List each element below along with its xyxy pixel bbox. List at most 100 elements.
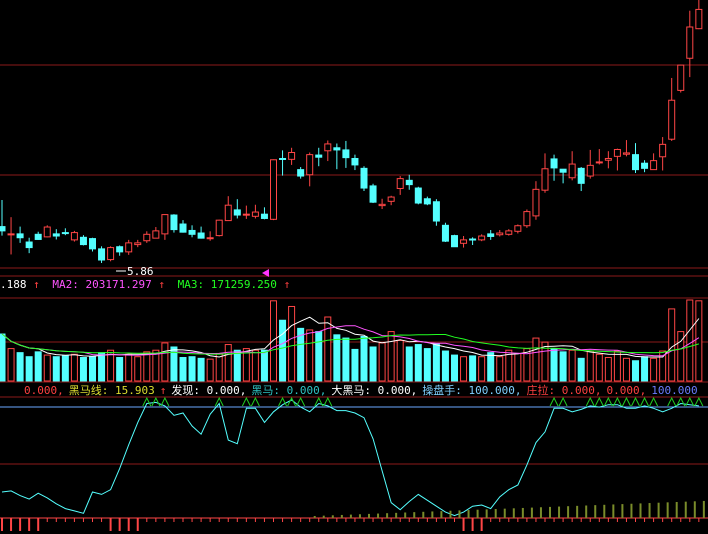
volume-bar[interactable] [170, 346, 178, 382]
candle[interactable] [89, 238, 96, 250]
candle[interactable] [288, 151, 296, 160]
candle[interactable] [523, 211, 531, 227]
candle[interactable] [25, 241, 33, 249]
candle[interactable] [279, 157, 287, 160]
volume-bar[interactable] [405, 346, 413, 382]
volume-bar[interactable] [233, 349, 241, 382]
volume-bar[interactable] [79, 357, 87, 382]
volume-bar[interactable] [288, 305, 296, 382]
volume-bar[interactable] [242, 348, 250, 382]
volume-bar[interactable] [333, 334, 341, 382]
volume-bar[interactable] [34, 351, 42, 382]
volume-bar[interactable] [188, 356, 196, 382]
candle[interactable] [695, 8, 703, 30]
volume-bar[interactable] [143, 351, 151, 382]
volume-bar[interactable] [152, 349, 160, 382]
volume-bar[interactable] [595, 353, 603, 382]
candle[interactable] [677, 64, 685, 91]
candle[interactable] [586, 164, 594, 177]
volume-bar[interactable] [197, 357, 205, 382]
candle[interactable] [333, 147, 341, 151]
candle[interactable] [260, 213, 268, 219]
candle[interactable] [595, 161, 603, 164]
volume-bar[interactable] [496, 356, 504, 382]
candle[interactable] [378, 203, 386, 207]
volume-bar[interactable] [414, 344, 422, 382]
volume-bar[interactable] [478, 356, 486, 382]
volume-bar[interactable] [351, 348, 359, 382]
candle[interactable] [342, 149, 350, 159]
candle[interactable] [351, 157, 359, 166]
candle[interactable] [505, 230, 513, 235]
candle[interactable] [34, 233, 42, 240]
volume-bar[interactable] [469, 355, 477, 382]
candle[interactable] [650, 160, 658, 171]
candle[interactable] [134, 242, 142, 246]
volume-bar[interactable] [387, 331, 395, 382]
candle[interactable] [324, 143, 332, 152]
volume-bar[interactable] [315, 331, 323, 382]
volume-bar[interactable] [532, 337, 540, 382]
volume-bar[interactable] [487, 352, 495, 382]
candle[interactable] [604, 157, 612, 161]
candle[interactable] [622, 152, 630, 155]
volume-bar[interactable] [369, 346, 377, 382]
candle[interactable] [206, 237, 214, 240]
volume-bar[interactable] [550, 348, 558, 382]
volume-bar[interactable] [604, 357, 612, 382]
volume-bar[interactable] [577, 357, 585, 382]
candle[interactable] [387, 196, 395, 202]
candle[interactable] [251, 211, 259, 217]
volume-bar[interactable] [378, 342, 386, 382]
volume-bar[interactable] [43, 354, 51, 382]
candle[interactable] [0, 226, 6, 232]
volume-bar[interactable] [297, 327, 305, 382]
volume-bar[interactable] [613, 350, 621, 382]
candle[interactable] [224, 204, 232, 222]
volume-bar[interactable] [16, 352, 24, 382]
candle[interactable] [179, 223, 187, 233]
candle[interactable] [188, 229, 196, 235]
volume-bar[interactable] [98, 352, 106, 382]
indicator-panel[interactable] [1, 396, 705, 531]
candle[interactable] [405, 179, 413, 186]
candle[interactable] [550, 158, 558, 169]
volume-bar[interactable] [224, 344, 232, 382]
candle[interactable] [668, 99, 676, 140]
candle[interactable] [414, 187, 422, 204]
candle[interactable] [568, 163, 576, 179]
candle[interactable] [152, 230, 160, 239]
volume-bar[interactable] [215, 352, 223, 382]
candle[interactable] [125, 242, 133, 253]
volume-bar[interactable] [125, 353, 133, 382]
volume-bar[interactable] [342, 337, 350, 382]
candle[interactable] [487, 233, 495, 237]
candle[interactable] [369, 185, 377, 203]
candle[interactable] [98, 248, 106, 261]
candle[interactable] [360, 167, 368, 189]
volume-panel[interactable] [0, 299, 703, 382]
candle[interactable] [613, 148, 621, 157]
candle[interactable] [641, 162, 649, 169]
volume-bar[interactable] [622, 357, 630, 382]
volume-bar[interactable] [116, 357, 124, 382]
volume-bar[interactable] [505, 349, 513, 382]
volume-bar[interactable] [134, 356, 142, 382]
volume-bar[interactable] [668, 308, 676, 382]
volume-bar[interactable] [306, 329, 314, 382]
candle[interactable] [451, 235, 458, 248]
volume-bar[interactable] [0, 333, 6, 382]
volume-bar[interactable] [432, 343, 440, 382]
price-panel[interactable] [0, 0, 703, 264]
candle[interactable] [215, 219, 223, 237]
volume-bar[interactable] [179, 357, 187, 382]
volume-bar[interactable] [70, 353, 78, 382]
candle[interactable] [532, 188, 540, 217]
candle[interactable] [270, 159, 277, 220]
volume-bar[interactable] [107, 349, 115, 382]
candle[interactable] [686, 26, 694, 59]
candle[interactable] [469, 238, 477, 241]
candle[interactable] [396, 178, 404, 189]
volume-bar[interactable] [324, 316, 332, 382]
candle[interactable] [441, 224, 449, 242]
